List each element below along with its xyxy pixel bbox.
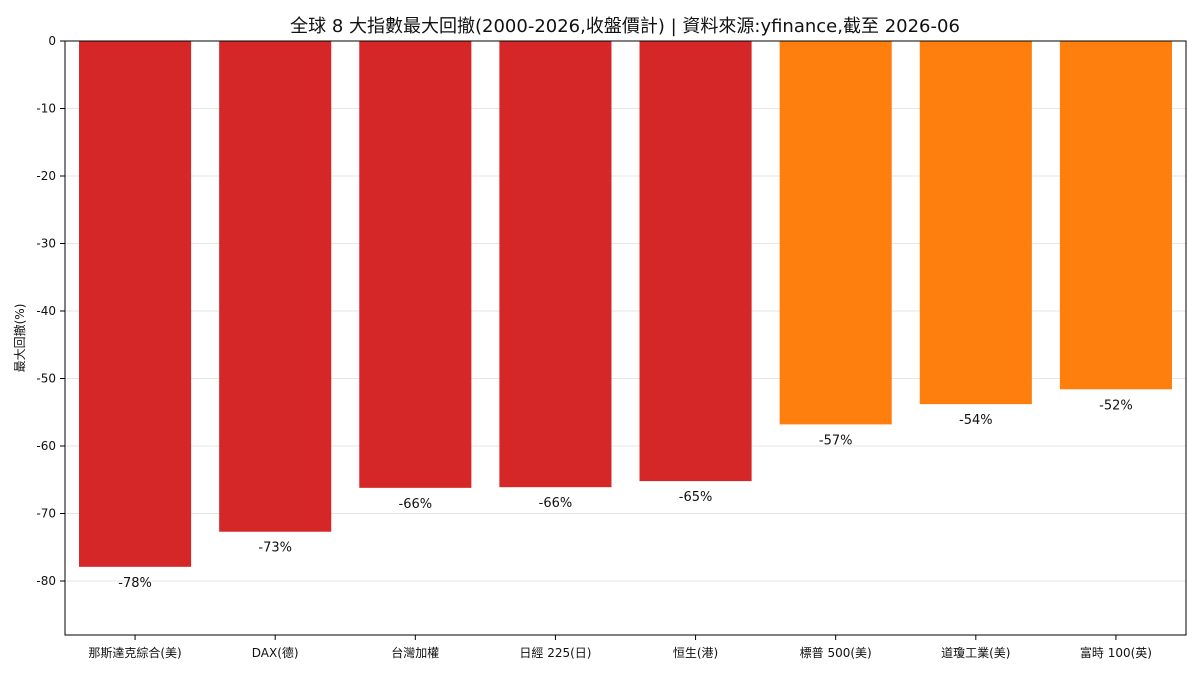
x-tick-label: DAX(德): [252, 645, 299, 660]
bar-value-label: -66%: [539, 496, 573, 511]
bar: [79, 41, 192, 567]
bar: [359, 41, 472, 488]
data-labels: -78% -73% -66% -66% -65% -57% -54% -52%: [118, 398, 1132, 591]
bar-value-label: -54%: [959, 413, 993, 428]
bar-value-label: -65%: [679, 490, 713, 505]
y-tick-label: -40: [36, 304, 56, 318]
y-tick-label: 0: [48, 34, 56, 48]
x-tick-label: 台灣加權: [391, 645, 439, 660]
bar-value-label: -66%: [399, 497, 433, 512]
y-tick-label: -20: [36, 169, 56, 183]
bar-value-label: -57%: [819, 433, 853, 448]
y-axis-ticks: 0 -10 -20 -30 -40 -50 -60 -70 -80: [36, 34, 65, 588]
bar: [919, 41, 1032, 405]
x-tick-label: 富時 100(英): [1080, 645, 1152, 660]
chart-title: 全球 8 大指數最大回撤(2000-2026,收盤價計) | 資料來源:yfin…: [290, 16, 960, 37]
bars: [79, 41, 1172, 567]
bar: [1059, 41, 1172, 390]
axes: [64, 40, 1187, 636]
y-tick-label: -10: [36, 102, 56, 116]
x-axis-ticks: 那斯達克綜合(美) DAX(德) 台灣加權 日經 225(日) 恒生(港) 標普 500(…: [88, 635, 1152, 660]
bar-value-label: -73%: [258, 541, 292, 556]
x-tick-label: 標普 500(美): [800, 646, 872, 660]
x-tick-label: 恒生(港): [673, 646, 718, 660]
bar-value-label: -78%: [118, 576, 152, 591]
y-tick-label: -70: [36, 507, 56, 521]
bar: [779, 41, 892, 425]
bar: [499, 41, 612, 488]
y-axis-title: 最大回撤(%): [12, 304, 27, 373]
x-tick-label: 那斯達克綜合(美): [88, 645, 181, 660]
bar: [219, 41, 332, 532]
bar: [639, 41, 752, 482]
y-tick-label: -80: [36, 574, 56, 588]
x-tick-label: 道瓊工業(美): [941, 645, 1010, 660]
plot-frame: [64, 40, 1187, 636]
y-tick-label: -60: [36, 439, 56, 453]
bar-value-label: -52%: [1099, 398, 1133, 413]
y-tick-label: -30: [36, 237, 56, 251]
y-tick-label: -50: [36, 372, 56, 386]
x-tick-label: 日經 225(日): [519, 646, 591, 660]
